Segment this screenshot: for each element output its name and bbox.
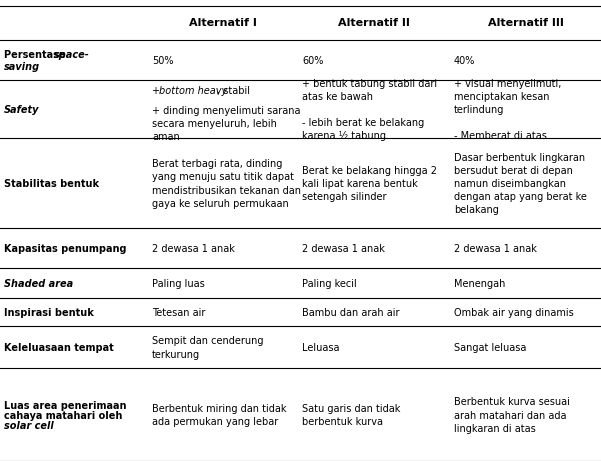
Text: Kapasitas penumpang: Kapasitas penumpang xyxy=(4,244,126,254)
Text: + dinding menyelimuti sarana
secara menyeluruh, lebih
aman: + dinding menyelimuti sarana secara meny… xyxy=(152,106,300,142)
Text: saving: saving xyxy=(4,61,40,71)
Text: + bentuk tabung stabil dari
atas ke bawah

- lebih berat ke belakang
karena ½ ta: + bentuk tabung stabil dari atas ke bawa… xyxy=(302,78,437,142)
Text: solar cell: solar cell xyxy=(4,420,53,431)
Text: Berat ke belakang hingga 2
kali lipat karena bentuk
setengah silinder: Berat ke belakang hingga 2 kali lipat ka… xyxy=(302,166,437,202)
Text: Shaded area: Shaded area xyxy=(4,279,73,289)
Text: Inspirasi bentuk: Inspirasi bentuk xyxy=(4,308,94,318)
Text: Alternatif I: Alternatif I xyxy=(189,18,257,28)
Text: Persentase: Persentase xyxy=(4,51,69,60)
Text: Keleluasaan tempat: Keleluasaan tempat xyxy=(4,343,114,353)
Text: +: + xyxy=(152,86,163,96)
Text: Menengah: Menengah xyxy=(454,279,505,289)
Text: Berbentuk miring dan tidak
ada permukan yang lebar: Berbentuk miring dan tidak ada permukan … xyxy=(152,404,287,427)
Text: Dasar berbentuk lingkaran
bersudut berat di depan
namun diseimbangkan
dengan ata: Dasar berbentuk lingkaran bersudut berat… xyxy=(454,153,587,215)
Text: , stabil: , stabil xyxy=(217,86,250,96)
Text: Alternatif III: Alternatif III xyxy=(487,18,564,28)
Text: 40%: 40% xyxy=(454,56,475,66)
Text: Tetesan air: Tetesan air xyxy=(152,308,206,318)
Text: + visual menyelimuti,
menciptakan kesan
terlindung

- Memberat di atas: + visual menyelimuti, menciptakan kesan … xyxy=(454,78,561,142)
Text: Stabilitas bentuk: Stabilitas bentuk xyxy=(4,179,99,189)
Text: Paling luas: Paling luas xyxy=(152,279,205,289)
Text: Satu garis dan tidak
berbentuk kurva: Satu garis dan tidak berbentuk kurva xyxy=(302,404,400,427)
Text: 2 dewasa 1 anak: 2 dewasa 1 anak xyxy=(302,244,385,254)
Text: Paling kecil: Paling kecil xyxy=(302,279,357,289)
Text: 50%: 50% xyxy=(152,56,174,66)
Text: Leluasa: Leluasa xyxy=(302,343,340,353)
Text: Ombak air yang dinamis: Ombak air yang dinamis xyxy=(454,308,574,318)
Text: 2 dewasa 1 anak: 2 dewasa 1 anak xyxy=(454,244,537,254)
Text: space-: space- xyxy=(54,51,90,60)
Text: Safety: Safety xyxy=(4,105,40,115)
Text: Sempit dan cenderung
terkurung: Sempit dan cenderung terkurung xyxy=(152,337,263,360)
Text: Luas area penerimaan: Luas area penerimaan xyxy=(4,401,126,410)
Text: 2 dewasa 1 anak: 2 dewasa 1 anak xyxy=(152,244,235,254)
Text: bottom heavy: bottom heavy xyxy=(159,86,227,96)
Text: Alternatif II: Alternatif II xyxy=(338,18,410,28)
Text: Berbentuk kurva sesuai
arah matahari dan ada
lingkaran di atas: Berbentuk kurva sesuai arah matahari dan… xyxy=(454,397,570,434)
Text: 60%: 60% xyxy=(302,56,323,66)
Text: cahaya matahari oleh: cahaya matahari oleh xyxy=(4,410,123,420)
Text: Sangat leluasa: Sangat leluasa xyxy=(454,343,526,353)
Text: Berat terbagi rata, dinding
yang menuju satu titik dapat
mendistribusikan tekana: Berat terbagi rata, dinding yang menuju … xyxy=(152,159,301,209)
Text: Bambu dan arah air: Bambu dan arah air xyxy=(302,308,400,318)
